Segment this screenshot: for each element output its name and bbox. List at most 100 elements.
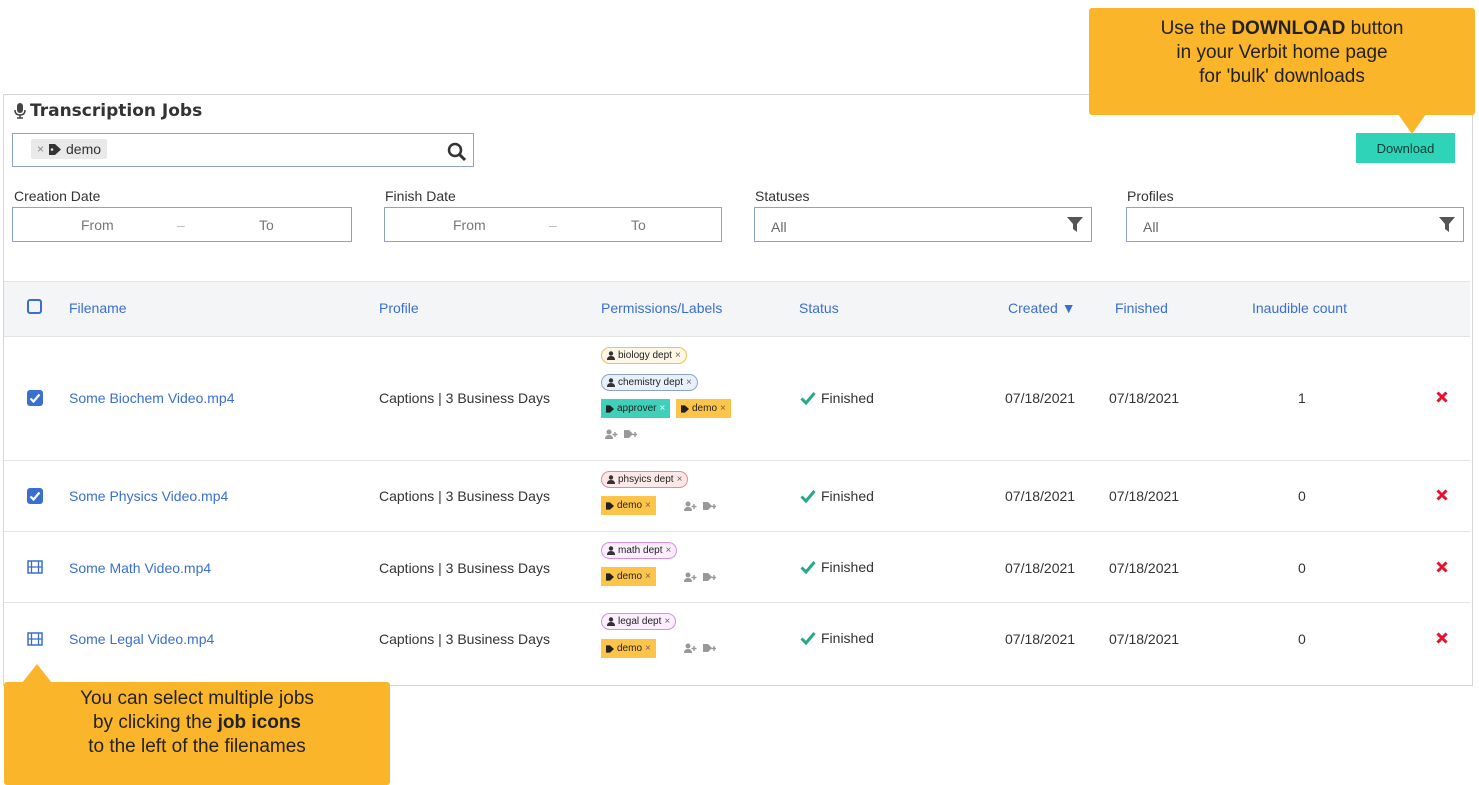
callout-line: for 'bulk' downloads <box>1199 66 1365 87</box>
chip-remove-button[interactable]: × <box>37 142 45 156</box>
tag-icon <box>606 572 614 581</box>
add-tag-icon[interactable] <box>624 429 637 439</box>
column-status[interactable]: Status <box>799 300 839 316</box>
callout-line: to the left of the filenames <box>88 736 306 757</box>
finish-from[interactable]: From <box>453 217 486 233</box>
callout-line: in your Verbit home page <box>1176 42 1388 63</box>
filter-icon <box>1067 217 1083 232</box>
add-user-icon[interactable] <box>684 572 697 582</box>
permission-tag: chemistry dept × <box>601 374 698 391</box>
profile-cell: Captions | 3 Business Days <box>379 560 550 576</box>
search-filter-chip: × demo <box>31 139 108 159</box>
tag-remove-button[interactable]: × <box>664 616 671 627</box>
filename-link[interactable]: Some Biochem Video.mp4 <box>69 390 235 406</box>
permission-tag: biology dept × <box>601 347 687 364</box>
row-checkbox-checked[interactable] <box>27 390 43 406</box>
delete-icon[interactable] <box>1436 632 1448 644</box>
select-all-checkbox[interactable] <box>27 299 42 314</box>
column-filename[interactable]: Filename <box>69 300 127 316</box>
tag-icon <box>606 501 614 510</box>
column-created[interactable]: Created ▼ <box>1008 300 1076 316</box>
statuses-select[interactable]: All <box>754 207 1092 242</box>
column-inaudible-count[interactable]: Inaudible count <box>1252 300 1347 316</box>
tag-remove-button[interactable]: × <box>686 377 692 388</box>
callout-pointer <box>1398 114 1426 134</box>
delete-icon[interactable] <box>1436 561 1448 573</box>
tag-remove-button[interactable]: × <box>720 403 726 414</box>
check-icon <box>800 490 816 503</box>
column-finished[interactable]: Finished <box>1115 300 1168 316</box>
callout-line: You can select multiple jobs <box>80 688 314 709</box>
add-tag-icon[interactable] <box>703 572 716 582</box>
add-user-icon[interactable] <box>684 643 697 653</box>
statuses-value: All <box>771 219 787 235</box>
tag-remove-button[interactable]: × <box>645 571 651 582</box>
tag-remove-button[interactable]: × <box>645 500 651 511</box>
table-row[interactable] <box>4 461 1470 532</box>
status-cell: Finished <box>800 488 874 504</box>
tag-icon <box>606 404 614 413</box>
table-row[interactable] <box>4 603 1470 673</box>
finished-date: 07/18/2021 <box>1109 560 1180 576</box>
status-text: Finished <box>821 390 874 406</box>
table-row[interactable] <box>4 336 1470 461</box>
creation-date-label: Creation Date <box>14 188 101 204</box>
finish-to[interactable]: To <box>631 217 646 233</box>
row-actions <box>684 643 716 653</box>
created-date: 07/18/2021 <box>1005 488 1076 504</box>
callout-line: Use the DOWNLOAD button <box>1160 18 1404 39</box>
label-tag: approver × <box>601 399 671 418</box>
delete-icon[interactable] <box>1436 391 1448 403</box>
finish-date-range[interactable]: From – To <box>384 207 722 242</box>
inaudible-count: 0 <box>1298 631 1306 647</box>
add-tag-icon[interactable] <box>703 643 716 653</box>
video-file-icon[interactable] <box>27 560 43 574</box>
tag-remove-button[interactable]: × <box>676 474 683 485</box>
filename-link[interactable]: Some Physics Video.mp4 <box>69 488 229 504</box>
tag-icon <box>681 404 689 413</box>
column-permissions-labels[interactable]: Permissions/Labels <box>601 300 723 316</box>
filename-link[interactable]: Some Legal Video.mp4 <box>69 631 215 647</box>
profiles-select[interactable]: All <box>1126 207 1464 242</box>
row-actions <box>605 429 637 439</box>
check-icon <box>800 632 816 645</box>
creation-date-range[interactable]: From – To <box>12 207 352 242</box>
delete-icon[interactable] <box>1436 489 1448 501</box>
range-dash: – <box>549 217 557 233</box>
table-row[interactable] <box>4 532 1470 603</box>
video-file-icon[interactable] <box>27 632 43 646</box>
creation-from[interactable]: From <box>81 217 114 233</box>
user-icon <box>607 378 615 387</box>
download-button[interactable]: Download <box>1356 133 1455 163</box>
add-tag-icon[interactable] <box>703 501 716 511</box>
chip-label: demo <box>66 141 102 157</box>
filename-link[interactable]: Some Math Video.mp4 <box>69 560 212 576</box>
status-text: Finished <box>821 559 874 575</box>
user-icon <box>607 617 615 626</box>
creation-to[interactable]: To <box>259 217 274 233</box>
microphone-icon <box>14 103 26 119</box>
inaudible-count: 0 <box>1298 488 1306 504</box>
jobs-panel <box>3 94 1473 686</box>
statuses-label: Statuses <box>755 188 810 204</box>
search-icon[interactable] <box>447 142 467 162</box>
user-icon <box>607 351 615 360</box>
status-cell: Finished <box>800 630 874 646</box>
row-checkbox-checked[interactable] <box>27 488 43 504</box>
tag-remove-button[interactable]: × <box>645 643 651 654</box>
column-profile[interactable]: Profile <box>379 300 419 316</box>
search-input[interactable]: × demo <box>12 133 474 167</box>
tag-remove-button[interactable]: × <box>659 403 666 414</box>
page-title-text: Transcription Jobs <box>30 101 203 121</box>
tag-remove-button[interactable]: × <box>665 545 672 556</box>
tag-remove-button[interactable]: × <box>674 350 681 361</box>
add-user-icon[interactable] <box>684 501 697 511</box>
status-cell: Finished <box>800 390 874 406</box>
profile-cell: Captions | 3 Business Days <box>379 631 550 647</box>
tag-label: demo <box>617 643 643 654</box>
add-user-icon[interactable] <box>605 429 618 439</box>
finish-date-label: Finish Date <box>385 188 456 204</box>
created-date: 07/18/2021 <box>1005 390 1076 406</box>
label-tag: demo × <box>676 399 731 418</box>
tag-label: math dept <box>618 545 663 556</box>
